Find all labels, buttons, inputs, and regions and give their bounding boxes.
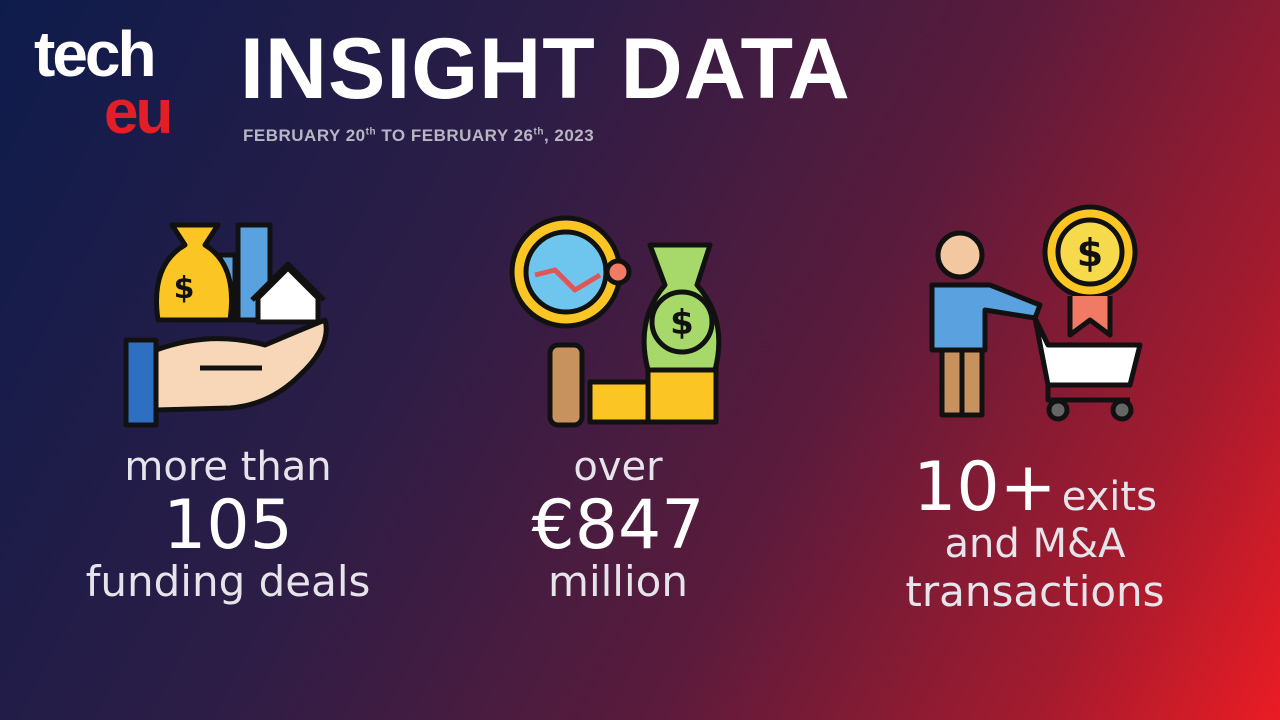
stat-lead: over [573, 444, 663, 490]
subtitle-part: , 2023 [543, 126, 595, 145]
icon-hand-money: $ [123, 222, 329, 428]
stat-tail: funding deals [85, 557, 371, 606]
stat-after-figure: exits [1061, 474, 1157, 520]
icon-search-money: $ [509, 215, 722, 428]
title: INSIGHT DATA [240, 21, 851, 117]
subtitle-sup: th [533, 126, 544, 138]
stat-amount: over €847 million [418, 444, 818, 606]
stat-figure: 105 [163, 486, 293, 565]
logo-eu: eu [104, 78, 173, 147]
stat-tail: transactions [905, 567, 1165, 616]
stat-figure: €847 [531, 486, 705, 565]
icon-person-cart: $ [929, 204, 1143, 422]
stat-tail: million [548, 557, 688, 606]
svg-text:$: $ [174, 271, 195, 306]
subtitle-part: FEBRUARY 20 [243, 126, 366, 145]
stat-figure: 10+ [913, 448, 1057, 527]
stat-lead: more than [124, 444, 332, 490]
stat-line2: and M&A [944, 521, 1126, 567]
logo-tech: tech [34, 18, 157, 90]
subtitle: FEBRUARY 20th TO FEBRUARY 26th, 2023 [243, 127, 594, 144]
svg-text:$: $ [670, 303, 694, 343]
subtitle-sup: th [365, 126, 377, 138]
svg-text:$: $ [1077, 231, 1103, 275]
stat-exits: 10+ exits and M&A transactions [835, 448, 1235, 616]
subtitle-part: TO FEBRUARY 26 [376, 126, 534, 145]
stat-deals: more than 105 funding deals [28, 444, 428, 606]
